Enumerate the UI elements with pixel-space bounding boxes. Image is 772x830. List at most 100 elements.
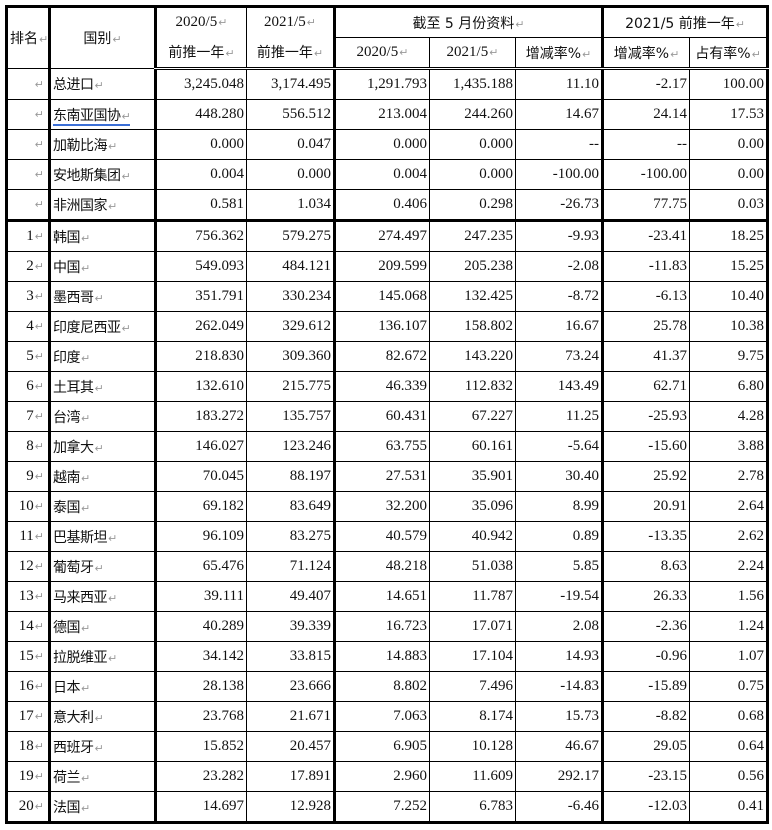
country-cell: 安地斯集团: [49, 159, 157, 190]
value-ytd-change: -9.93: [514, 220, 605, 252]
country-name: 法国: [53, 800, 90, 816]
value-prev-change: 26.33: [602, 581, 691, 612]
value-2021-prev-year: 330.234: [246, 281, 336, 312]
value-ytd-2020: 16.723: [334, 611, 430, 642]
country-name: 日本: [53, 680, 90, 696]
rank-cell: 4: [6, 311, 51, 342]
header-2021-period: 2021/5: [246, 6, 336, 38]
value-ytd-2020: 14.883: [334, 641, 430, 672]
rank-value: 12: [19, 558, 44, 574]
table-row: 9 越南 70.04588.19727.53135.90130.4025.922.7…: [6, 461, 769, 492]
value-ytd-change: -6.46: [514, 791, 605, 823]
rank-cell: 9: [6, 461, 51, 492]
rank-value: [34, 106, 44, 122]
country-cell: 墨西哥: [49, 281, 157, 312]
rank-value: 15: [19, 648, 44, 664]
value-prev-change: 41.37: [602, 341, 691, 372]
country-cell: 加拿大: [49, 431, 157, 462]
value-2021-prev-year: 21.671: [246, 701, 336, 732]
value-ytd-2021: 205.238: [429, 251, 516, 282]
country-name: 加勒比海: [53, 138, 117, 154]
value-2020-prev-year: 0.581: [155, 189, 247, 222]
country-cell: 葡萄牙: [49, 551, 157, 582]
value-ytd-2020: 46.339: [334, 371, 430, 402]
header-prev-group-label: 2021/5 前推一年: [625, 16, 745, 32]
header-2020-prev-year: 前推一年: [155, 37, 247, 70]
value-2021-prev-year: 17.891: [246, 761, 336, 792]
table-row: 11 巴基斯坦 96.10983.27540.57940.9420.89-13.35…: [6, 521, 769, 552]
rank-cell: 18: [6, 731, 51, 762]
header-2021-label: 2021/5: [264, 14, 316, 30]
rank-value: 4: [26, 318, 44, 334]
value-ytd-change: 292.17: [514, 761, 605, 792]
header-prev-group: 2021/5 前推一年: [602, 6, 769, 38]
value-share: 1.24: [689, 611, 769, 642]
country-cell: 总进口: [49, 68, 157, 100]
value-prev-change: -23.15: [602, 761, 691, 792]
value-2020-prev-year: 183.272: [155, 401, 247, 432]
value-ytd-2021: 11.609: [429, 761, 516, 792]
value-share: 0.56: [689, 761, 769, 792]
country-name: 泰国: [53, 500, 90, 516]
value-ytd-2021: 0.000: [429, 159, 516, 190]
value-2021-prev-year: 33.815: [246, 641, 336, 672]
value-ytd-change: 8.99: [514, 491, 605, 522]
country-name: 马来西亚: [53, 590, 117, 606]
value-share: 3.88: [689, 431, 769, 462]
header-ytd-2021-label: 2021/5: [447, 44, 499, 60]
value-2021-prev-year: 135.757: [246, 401, 336, 432]
value-ytd-change: -5.64: [514, 431, 605, 462]
table-row: 12 葡萄牙 65.47671.12448.21851.0385.858.632.2…: [6, 551, 769, 582]
value-2021-prev-year: 309.360: [246, 341, 336, 372]
value-share: 0.03: [689, 189, 769, 222]
value-ytd-change: 14.67: [514, 99, 605, 130]
header-2020-period: 2020/5: [155, 6, 247, 38]
header-rank: 排名: [6, 6, 51, 69]
rank-cell: 17: [6, 701, 51, 732]
header-ytd-2021: 2021/5: [429, 37, 516, 70]
table-row: 4 印度尼西亚 262.049329.612136.107158.80216.672…: [6, 311, 769, 342]
value-2020-prev-year: 14.697: [155, 791, 247, 823]
value-share: 0.68: [689, 701, 769, 732]
country-cell: 非洲国家: [49, 189, 157, 222]
rank-cell: 12: [6, 551, 51, 582]
rank-cell: 20: [6, 791, 51, 823]
value-2020-prev-year: 39.111: [155, 581, 247, 612]
value-ytd-2020: 0.000: [334, 129, 430, 160]
rank-value: 10: [19, 498, 44, 514]
value-2021-prev-year: 0.047: [246, 129, 336, 160]
value-share: 4.28: [689, 401, 769, 432]
value-ytd-2020: 145.068: [334, 281, 430, 312]
rank-value: [34, 166, 44, 182]
country-cell: 韩国: [49, 220, 157, 252]
rank-cell: 11: [6, 521, 51, 552]
rank-cell: 15: [6, 641, 51, 672]
value-ytd-2020: 7.063: [334, 701, 430, 732]
table-row: 6 土耳其 132.610215.77546.339112.832143.4962.…: [6, 371, 769, 402]
table-row: 3 墨西哥 351.791330.234145.068132.425-8.72-6.…: [6, 281, 769, 312]
value-2021-prev-year: 83.649: [246, 491, 336, 522]
country-name: 荷兰: [53, 770, 90, 786]
country-name: 台湾: [53, 410, 90, 426]
value-share: 2.62: [689, 521, 769, 552]
value-prev-change: -25.93: [602, 401, 691, 432]
table-row: 17 意大利 23.76821.6717.0638.17415.73-8.820.6…: [6, 701, 769, 732]
value-2020-prev-year: 132.610: [155, 371, 247, 402]
value-ytd-2020: 0.004: [334, 159, 430, 190]
rank-value: 16: [19, 678, 44, 694]
value-ytd-2020: 136.107: [334, 311, 430, 342]
table-row: 10 泰国 69.18283.64932.20035.0968.9920.912.6…: [6, 491, 769, 522]
value-2020-prev-year: 34.142: [155, 641, 247, 672]
country-name: 越南: [53, 470, 90, 486]
header-ytd-2020-label: 2020/5: [357, 44, 409, 60]
value-prev-change: 25.92: [602, 461, 691, 492]
table-row: 18 西班牙 15.85220.4576.90510.12846.6729.050.…: [6, 731, 769, 762]
value-2021-prev-year: 556.512: [246, 99, 336, 130]
value-share: 10.40: [689, 281, 769, 312]
header-ytd-group-label: 截至 5 月份资料: [412, 16, 524, 32]
value-ytd-2020: 32.200: [334, 491, 430, 522]
country-name: 葡萄牙: [53, 560, 103, 576]
table-row: 5 印度 218.830309.36082.672143.22073.2441.37…: [6, 341, 769, 372]
value-2021-prev-year: 49.407: [246, 581, 336, 612]
